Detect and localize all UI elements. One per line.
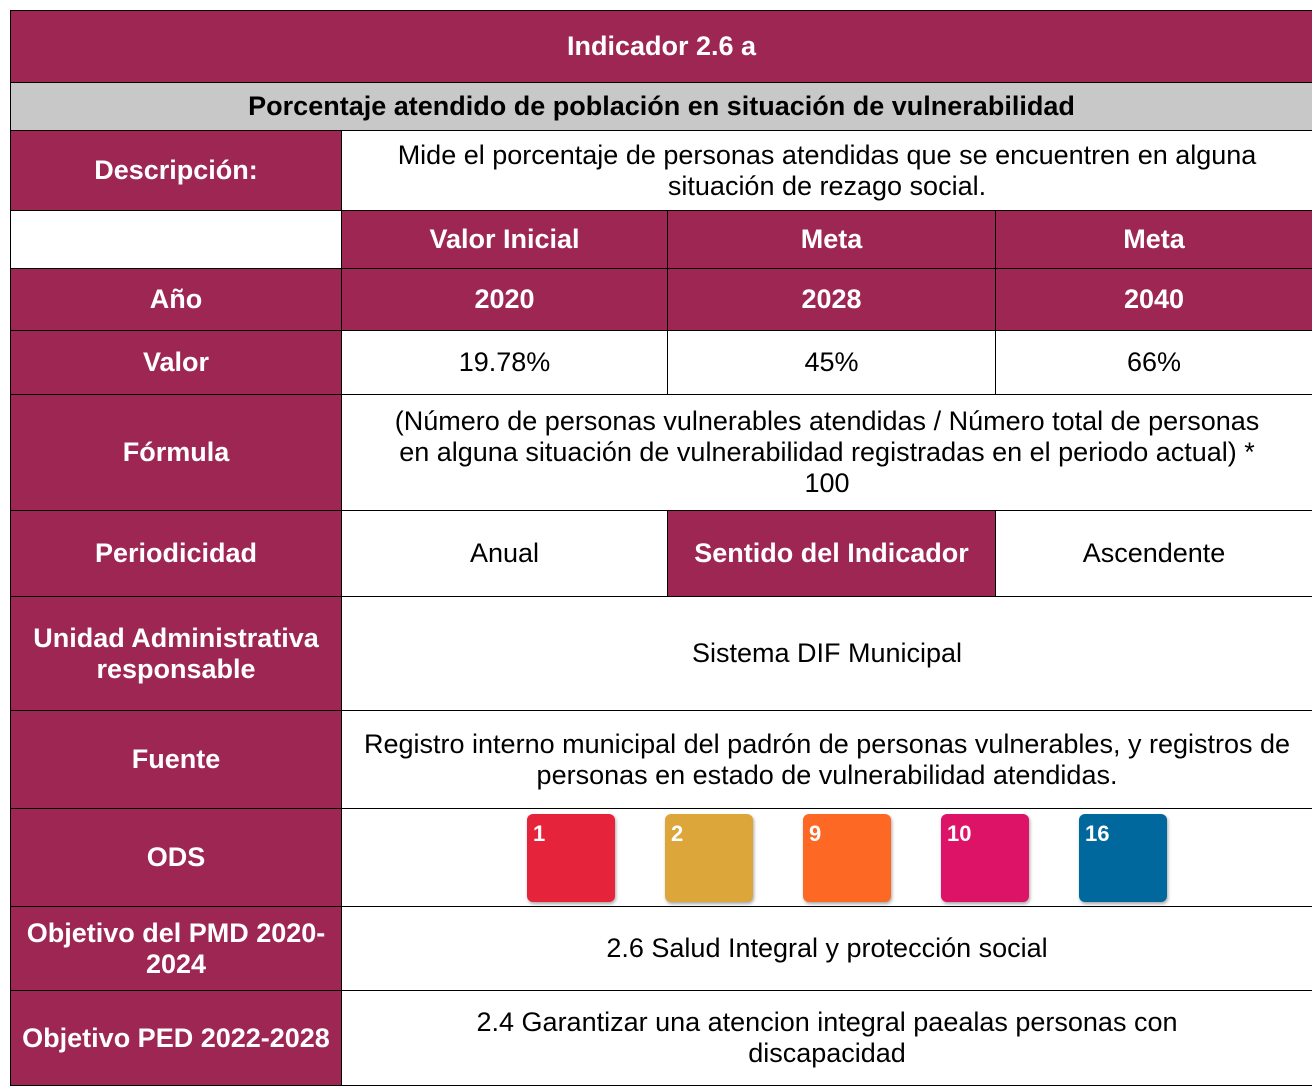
row-label: ODS [11, 809, 342, 907]
cell: Ascendente [996, 511, 1312, 597]
cell: 45% [668, 331, 996, 395]
row-label: Fuente [11, 711, 342, 809]
indicator-table: Indicador 2.6 a Porcentaje atendido de p… [10, 10, 1312, 1086]
cell: (Número de personas vulnerables atendida… [342, 395, 1312, 511]
row-label: Unidad Administrativa responsable [11, 597, 342, 711]
row-label: Año [11, 269, 342, 331]
ods-icon: 16 [1079, 814, 1167, 902]
cell: Anual [342, 511, 668, 597]
ods-icon: 10 [941, 814, 1029, 902]
subtitle: Porcentaje atendido de población en situ… [11, 83, 1312, 131]
cell: 2020 [342, 269, 668, 331]
row-label: Descripción: [11, 131, 342, 211]
cell: Sentido del Indicador [668, 511, 996, 597]
cell: 66% [996, 331, 1312, 395]
row-label: Objetivo del PMD 2020-2024 [11, 907, 342, 991]
ods-icon: 2 [665, 814, 753, 902]
row-label: Periodicidad [11, 511, 342, 597]
ods-icon: 1 [527, 814, 615, 902]
column-header: Meta [668, 211, 996, 269]
cell: Mide el porcentaje de personas atendidas… [342, 131, 1312, 211]
cell: 2.6 Salud Integral y protección social [342, 907, 1312, 991]
ods-icon: 9 [803, 814, 891, 902]
row-label: Fórmula [11, 395, 342, 511]
cell: Sistema DIF Municipal [342, 597, 1312, 711]
cell: 19.78% [342, 331, 668, 395]
cell: 2028 [668, 269, 996, 331]
column-header: Valor Inicial [342, 211, 668, 269]
column-header: Meta [996, 211, 1312, 269]
empty-cell [11, 211, 342, 269]
row-label: Objetivo PED 2022-2028 [11, 991, 342, 1086]
cell: Registro interno municipal del padrón de… [342, 711, 1312, 809]
row-label: Valor [11, 331, 342, 395]
cell: 2040 [996, 269, 1312, 331]
cell: 2.4 Garantizar una atencion integral pae… [342, 991, 1312, 1086]
title: Indicador 2.6 a [11, 11, 1312, 83]
